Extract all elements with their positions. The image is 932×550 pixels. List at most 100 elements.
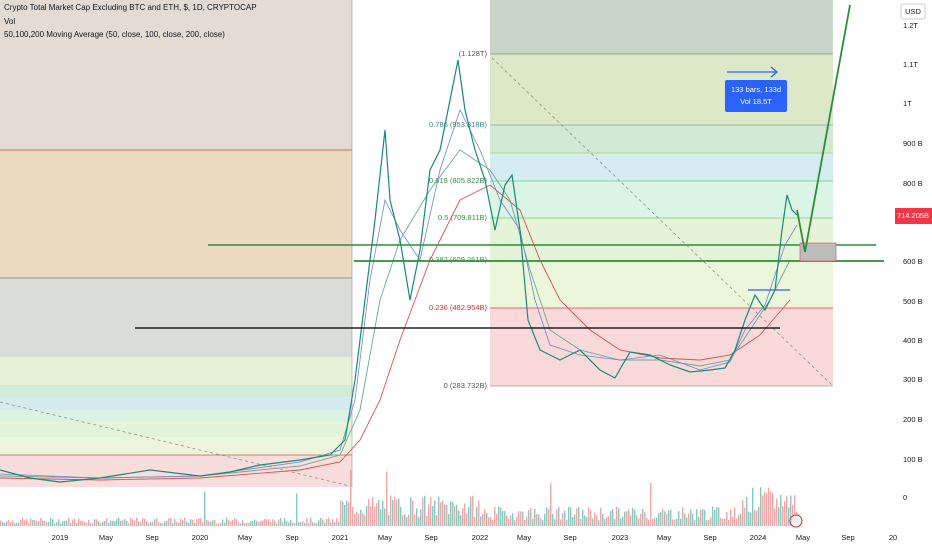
volume-bar [350, 469, 352, 526]
volume-bar [464, 503, 466, 526]
volume-bar [592, 518, 594, 526]
volume-bar [534, 508, 536, 526]
volume-bar [284, 518, 286, 526]
volume-bar [736, 518, 738, 526]
volume-bar [664, 511, 666, 526]
volume-bar [358, 513, 360, 526]
volume-bar [114, 521, 116, 526]
volume-bar [748, 511, 750, 526]
volume-bar [188, 522, 190, 526]
target-box [799, 242, 837, 262]
volume-bar [298, 522, 300, 526]
time-label: Sep [703, 533, 716, 542]
volume-bar [528, 510, 530, 526]
volume-bar [258, 522, 260, 526]
volume-bar [204, 491, 206, 526]
volume-bar [124, 519, 126, 526]
volume-bar [454, 506, 456, 526]
time-label: May [517, 533, 531, 542]
time-label: Sep [424, 533, 437, 542]
volume-bar [318, 520, 320, 526]
volume-bar [268, 519, 270, 526]
volume-bar [408, 514, 410, 526]
volume-bar [752, 487, 754, 526]
volume-bar [200, 518, 202, 526]
volume-bar [282, 522, 284, 526]
volume-bar [702, 509, 704, 526]
volume-bar [706, 520, 708, 526]
volume-bar [288, 522, 290, 526]
volume-bar [650, 483, 652, 526]
volume-bar [462, 508, 464, 526]
volume-bar [92, 523, 94, 526]
volume-bar [674, 519, 676, 526]
volume-bar [290, 520, 292, 526]
unit-button[interactable] [900, 3, 926, 20]
ma-200 [0, 184, 791, 481]
volume-bar [524, 520, 526, 526]
volume-bar [794, 495, 796, 526]
volume-bar [108, 522, 110, 526]
volume-bar [266, 519, 268, 526]
volume-bar [488, 517, 490, 526]
price-label: 800 B [903, 179, 923, 188]
volume-bar [198, 518, 200, 526]
volume-bar [788, 507, 790, 526]
volume-bar [612, 509, 614, 526]
last-price-tag [895, 208, 932, 224]
volume-bar [428, 504, 430, 526]
volume-bar [780, 495, 782, 526]
volume-bar [604, 518, 606, 526]
volume-bar [552, 513, 554, 526]
volume-bar [514, 520, 516, 526]
volume-bar [300, 522, 302, 526]
volume-bar [652, 518, 654, 526]
time-label: 2019 [52, 533, 69, 542]
price-label: 0 [903, 493, 907, 502]
volume-bar [784, 501, 786, 526]
volume-bar [470, 496, 472, 526]
projection [796, 4, 851, 253]
volume-bar [494, 506, 496, 526]
volume-bar [24, 520, 26, 526]
volume-bar [106, 518, 108, 526]
flag-icon[interactable] [789, 514, 803, 528]
volume-bar [594, 512, 596, 526]
price-label: 500 B [903, 297, 923, 306]
volume-bar [0, 520, 2, 526]
volume-bar [778, 507, 780, 526]
volume-bar [442, 500, 444, 526]
volume-bar [120, 520, 122, 526]
volume-bar [772, 492, 774, 526]
volume-bar [436, 515, 438, 526]
volume-bar [456, 504, 458, 526]
volume-bar [88, 519, 90, 526]
volume-bar [330, 522, 332, 526]
volume-bar [388, 515, 390, 526]
volume-bar [560, 519, 562, 526]
volume-bar [628, 509, 630, 526]
volume-bar [580, 518, 582, 526]
volume-bar [610, 510, 612, 526]
volume-bar [616, 506, 618, 526]
volume-bar [216, 523, 218, 526]
volume-bar [394, 496, 396, 526]
volume-bar [310, 517, 312, 526]
volume-bar [446, 504, 448, 526]
volume-bar [338, 521, 340, 526]
volume-bar [112, 520, 114, 526]
volume-bar [768, 487, 770, 526]
volume-bar [304, 522, 306, 526]
volume-bar [264, 518, 266, 526]
volume-bar [732, 516, 734, 526]
volume-bar [656, 517, 658, 526]
volume-bar [270, 521, 272, 526]
volume-bar [582, 509, 584, 526]
volume-bar [214, 519, 216, 526]
volume-bar [366, 505, 368, 526]
volume-bar [250, 521, 252, 526]
volume-bar [354, 513, 356, 526]
volume-bar [128, 523, 130, 526]
volume-bar [50, 517, 52, 526]
